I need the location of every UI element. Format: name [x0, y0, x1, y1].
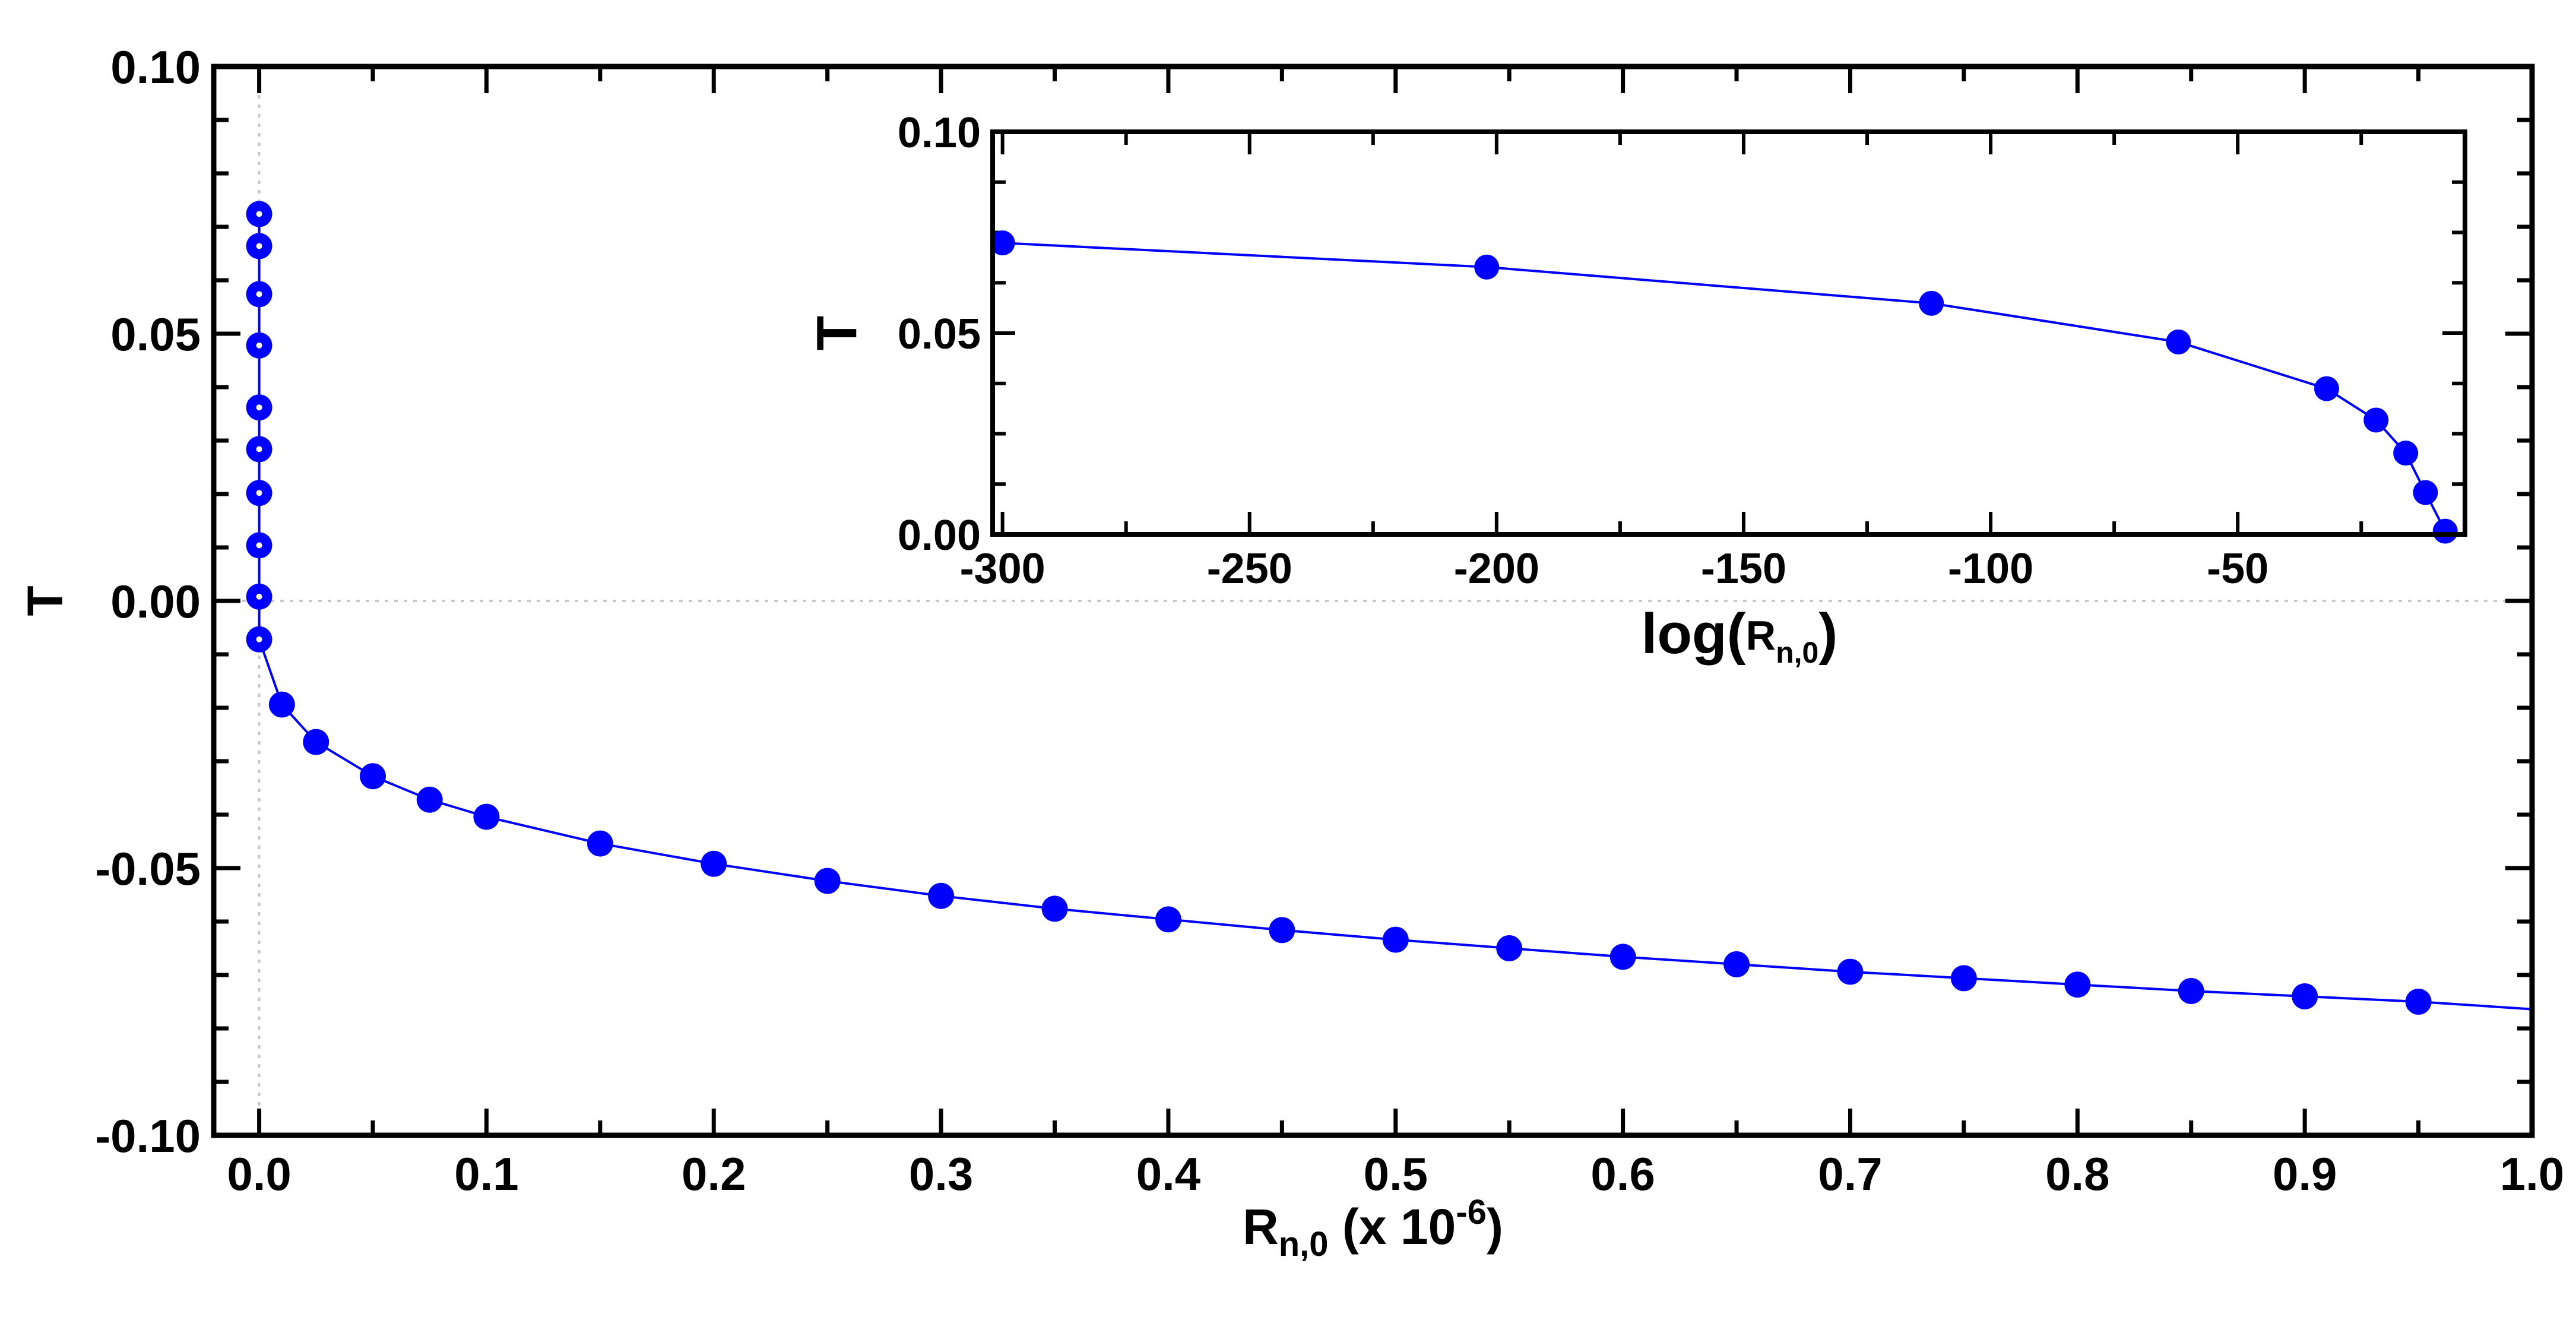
inset-tick-labels: -300 -250 -200 -150 -100 -50 0.00 0.05 0.10: [898, 109, 2268, 593]
main-data-point-26: [1837, 958, 1864, 985]
main-data-point-center-0: [256, 211, 262, 217]
main-y-tick-label-0_1: 0.10: [110, 41, 201, 93]
inset-data-point-1: [1474, 254, 1500, 280]
inset-x-tick-label-neg200: -200: [1454, 545, 1539, 593]
main-x-axis-title-superscript: -6: [1456, 1193, 1487, 1231]
main-data-point-12: [359, 763, 386, 790]
main-y-tick-label-0_05: 0.05: [110, 308, 201, 360]
main-chart: 0.0 0.1 0.2 0.3 0.4 0.5 0.6 0.7 0.8 0.9 1.0 -0.10 -0…: [17, 41, 2564, 1264]
inset-x-tick-label-neg100: -100: [1948, 545, 2033, 593]
inset-data-point-4: [2314, 376, 2339, 401]
main-data-point-30: [2292, 983, 2318, 1009]
inset-x-tick-label-neg300: -300: [960, 545, 1045, 593]
main-data-point-16: [701, 850, 727, 877]
inset-x-axis-title-log: log(: [1642, 602, 1746, 666]
inset-background: [993, 132, 2465, 534]
main-x-axis-title-close: ): [1487, 1199, 1503, 1255]
inset-x-tick-label-neg50: -50: [2207, 545, 2268, 593]
main-data-point-21: [1269, 917, 1295, 944]
inset-data-point-8: [2432, 518, 2458, 544]
main-x-tick-label-0_1: 0.1: [454, 1148, 518, 1200]
inset-y-tick-label-0: 0.00: [898, 512, 981, 559]
main-tick-labels: 0.0 0.1 0.2 0.3 0.4 0.5 0.6 0.7 0.8 0.9 1.0 -0.10 -0…: [95, 41, 2564, 1200]
main-data-point-29: [2178, 978, 2204, 1004]
inset-x-axis-title-subscript: n,0: [1776, 636, 1818, 669]
main-x-tick-label-1: 1.0: [2500, 1148, 2564, 1200]
main-data-point-18: [928, 882, 955, 909]
main-data-point-center-5: [256, 446, 262, 452]
main-data-point-center-3: [256, 342, 262, 349]
inset-x-axis-title: log(Rn,0): [1642, 602, 1838, 669]
inset-chart: -300 -250 -200 -150 -100 -50 0.00 0.05 0.10 T lo…: [805, 109, 2467, 669]
main-y-tick-label-0: 0.00: [110, 575, 201, 628]
main-data-point-31: [2405, 989, 2432, 1015]
main-x-tick-label-0_6: 0.6: [1590, 1148, 1655, 1200]
main-x-tick-label-0_4: 0.4: [1136, 1148, 1200, 1200]
main-x-tick-label-0: 0.0: [227, 1148, 291, 1200]
inset-x-tick-label-neg150: -150: [1701, 545, 1786, 593]
main-data-point-19: [1041, 895, 1068, 922]
inset-data-point-5: [2363, 407, 2389, 433]
inset-y-tick-label-0_05: 0.05: [898, 311, 981, 358]
inset-x-axis-title-close: ): [1818, 602, 1837, 666]
main-data-point-20: [1155, 906, 1181, 933]
main-data-point-22: [1382, 926, 1409, 953]
main-data-point-24: [1609, 944, 1636, 970]
main-x-tick-label-0_7: 0.7: [1818, 1148, 1882, 1200]
main-x-tick-label-0_3: 0.3: [909, 1148, 973, 1200]
main-data-point-13: [416, 786, 443, 813]
main-x-axis-title-base: R: [1243, 1199, 1279, 1255]
main-data-point-center-4: [256, 404, 262, 411]
main-x-axis-title: Rn,0 (x 10-6): [1243, 1193, 1503, 1264]
main-data-point-10: [268, 691, 295, 718]
main-x-tick-label-0_2: 0.2: [682, 1148, 746, 1200]
inset-data-point-7: [2413, 480, 2438, 505]
main-data-point-center-8: [256, 593, 262, 600]
main-y-tick-label-neg0_05: -0.05: [95, 843, 201, 895]
main-data-point-14: [473, 803, 500, 830]
main-data-point-center-2: [256, 291, 262, 297]
main-y-tick-label-neg0_1: -0.10: [95, 1110, 201, 1162]
main-data-point-center-7: [256, 542, 262, 549]
main-x-tick-label-0_5: 0.5: [1364, 1148, 1428, 1200]
main-x-tick-label-0_9: 0.9: [2273, 1148, 2337, 1200]
main-series: [246, 201, 2533, 1015]
inset-data-point-2: [1919, 290, 1944, 316]
main-data-point-center-6: [256, 490, 262, 496]
inset-data-point-3: [2166, 329, 2191, 354]
main-x-tick-label-0_8: 0.8: [2045, 1148, 2109, 1200]
main-data-point-25: [1723, 951, 1750, 977]
main-data-point-27: [1950, 965, 1977, 992]
inset-y-axis-title: T: [805, 316, 869, 351]
inset-data-point-0: [990, 230, 1015, 256]
main-x-axis-title-subscript: n,0: [1279, 1225, 1329, 1264]
inset-x-tick-label-neg250: -250: [1207, 545, 1292, 593]
main-data-point-17: [814, 868, 841, 894]
main-data-point-center-1: [256, 243, 262, 249]
main-plot-frame: [211, 64, 2535, 1138]
inset-series: [990, 230, 2458, 544]
main-data-point-15: [587, 830, 613, 857]
main-data-point-center-9: [256, 636, 262, 642]
inset-x-axis-title-base: R: [1746, 612, 1776, 658]
inset-y-tick-label-0_1: 0.10: [898, 109, 981, 157]
main-data-point-11: [303, 729, 329, 755]
main-y-axis-title: T: [17, 585, 73, 616]
main-x-axis-title-multiplier: (x 10: [1329, 1199, 1456, 1255]
main-data-point-23: [1496, 935, 1523, 961]
inset-plot-frame: [990, 129, 2467, 537]
inset-data-point-6: [2393, 441, 2419, 466]
main-data-point-28: [2064, 971, 2091, 998]
